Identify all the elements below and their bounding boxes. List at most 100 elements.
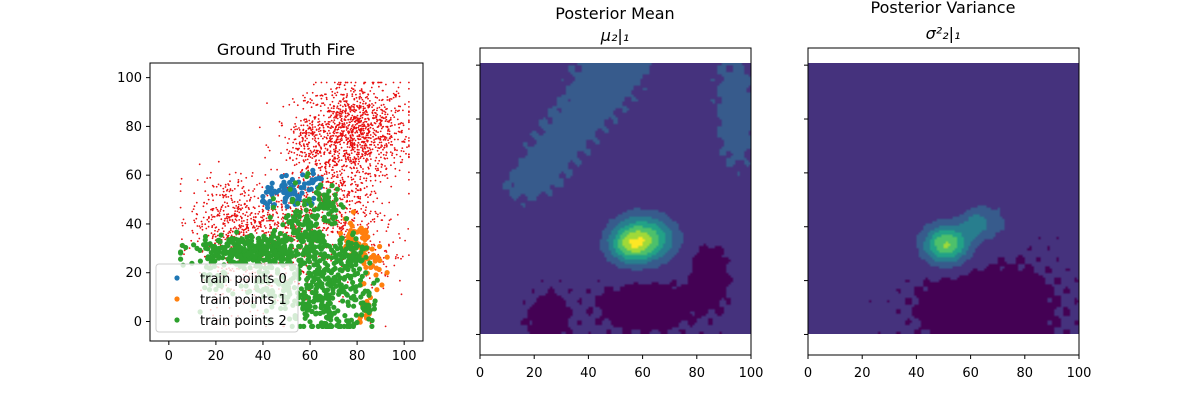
fire-point [275, 211, 278, 214]
fire-point [227, 213, 230, 216]
train-point [300, 251, 306, 258]
train-point [210, 259, 216, 265]
fire-point [392, 92, 395, 95]
fire-point [377, 167, 379, 170]
fire-point [224, 186, 227, 188]
fire-point [181, 238, 183, 241]
fire-point [364, 194, 367, 197]
train-point [318, 239, 324, 245]
train-point [342, 263, 348, 269]
fire-point [336, 174, 339, 176]
train-point [248, 232, 254, 239]
train-point [287, 179, 293, 186]
fire-point [235, 227, 238, 230]
train-point [234, 244, 240, 250]
posterior-variance-panel: Posterior Variance σ²₂|₁ 0 20 40 60 80 100 [804, 0, 1092, 381]
fire-point [367, 226, 370, 228]
fire-point [390, 164, 392, 167]
fire-point [335, 116, 338, 119]
fire-point [216, 230, 219, 233]
fire-point [364, 215, 366, 218]
fire-point [257, 197, 260, 200]
train-point [333, 255, 339, 261]
train-point [357, 282, 363, 288]
fire-point [369, 134, 372, 136]
fire-point [344, 134, 347, 136]
fire-point [325, 161, 328, 164]
fire-point [314, 155, 317, 158]
fire-point [368, 153, 370, 155]
fire-point [214, 235, 217, 238]
train-point [305, 171, 311, 177]
fire-point [397, 138, 399, 141]
train-point [296, 235, 302, 241]
legend-label: train points 1 [200, 293, 287, 308]
train-point [310, 171, 316, 177]
train-point [271, 257, 277, 263]
fire-point [370, 140, 373, 143]
fire-point [338, 185, 341, 188]
fire-point [353, 150, 356, 153]
fire-point [371, 184, 374, 187]
fire-point [365, 126, 367, 128]
train-point [335, 308, 341, 314]
fire-point [301, 169, 303, 172]
fire-point [408, 153, 410, 156]
fire-point [345, 116, 347, 118]
fire-point [350, 167, 353, 170]
fire-point [337, 102, 340, 105]
fire-point [300, 230, 303, 233]
fire-point [246, 225, 249, 228]
fire-point [408, 137, 410, 139]
fire-point [360, 155, 362, 158]
fire-point [360, 96, 363, 99]
fire-point [333, 164, 336, 167]
train-point [280, 222, 286, 228]
fire-point [339, 212, 341, 214]
fire-point [358, 149, 360, 151]
fire-point [396, 118, 399, 121]
fire-point [309, 176, 311, 178]
train-point [318, 251, 324, 257]
chart-subtitle: σ²₂|₁ [926, 24, 961, 43]
fire-point [367, 222, 370, 225]
fire-point [357, 197, 360, 200]
train-point [329, 183, 335, 189]
fire-point [381, 202, 384, 205]
fire-point [332, 131, 335, 134]
fire-point [367, 159, 369, 161]
fire-point [325, 163, 327, 166]
fire-point [304, 96, 306, 99]
fire-point [360, 114, 363, 117]
fire-point [338, 226, 341, 229]
fire-point [271, 209, 274, 212]
fire-point [382, 103, 385, 106]
train-point [269, 180, 275, 186]
fire-point [347, 125, 350, 127]
fire-point [395, 132, 398, 135]
fire-point [207, 217, 210, 220]
fire-point [304, 134, 307, 137]
fire-point [298, 129, 301, 131]
fire-point [220, 208, 222, 211]
fire-point [305, 191, 308, 194]
fire-point [244, 206, 247, 209]
fire-point [395, 90, 398, 93]
fire-point [338, 83, 341, 86]
fire-point [354, 111, 356, 113]
fire-point [311, 123, 314, 126]
fire-point [309, 122, 311, 125]
fire-point [238, 203, 240, 206]
train-point [353, 312, 359, 318]
fire-point [341, 135, 344, 138]
fire-point [353, 108, 356, 110]
fire-point [349, 140, 352, 142]
fire-point [384, 274, 387, 277]
fire-point [377, 169, 380, 172]
axes-frame [807, 47, 1080, 356]
fire-point [386, 126, 389, 129]
fire-point [278, 135, 281, 137]
fire-point [344, 100, 347, 102]
fire-point [359, 105, 361, 108]
fire-point [232, 206, 235, 209]
